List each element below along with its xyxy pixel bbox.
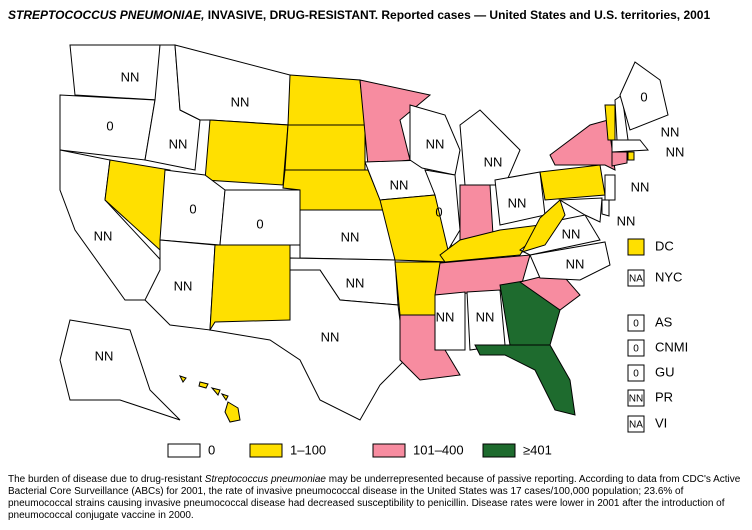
state: [424, 169, 461, 252]
state-label: NN: [661, 124, 680, 139]
state-label: NN: [666, 144, 685, 159]
island: [179, 375, 187, 383]
island: [198, 381, 209, 389]
state-label: NN: [121, 69, 140, 84]
state: [539, 164, 606, 201]
legend-label: 1–100: [290, 442, 326, 457]
state: [604, 174, 616, 201]
state-label: NN: [426, 136, 445, 151]
state: [520, 199, 566, 253]
state-label: 0: [189, 201, 196, 216]
territory-value: 0: [633, 369, 639, 380]
territory-box: [627, 415, 645, 433]
territory-name: AS: [655, 314, 673, 329]
states: NN 0 NN NN NN 0 0 NN NN NN NN NN NN 0 NN NN NN NN NN NN NN 0 N…: [59, 44, 685, 423]
territory-name: GU: [655, 364, 675, 379]
state-label: NN: [231, 94, 250, 109]
state-label: NN: [436, 309, 455, 324]
state: [459, 109, 521, 186]
territory-box: [627, 269, 645, 287]
legend-swatch: [167, 443, 201, 458]
territories: DC NA NYC 0 AS 0 CNMI 0 GU NN PR NA VI: [627, 238, 688, 433]
legend-label: 101–400: [413, 442, 464, 457]
state-label: 0: [256, 216, 263, 231]
territory-value: NA: [629, 274, 643, 285]
map: STREPTOCOCCUS PNEUMONIAE, INVASIVE, DRUG…: [8, 8, 710, 458]
territory-box: [627, 389, 645, 407]
state: [529, 241, 611, 281]
legend-swatch: [482, 443, 516, 458]
footnote-italic: Streptococcus pneumoniae: [204, 474, 326, 485]
legend-label: 0: [208, 442, 215, 457]
state: [359, 79, 432, 166]
footnote-text: may be underrepresented because of passi…: [8, 474, 741, 521]
state: [619, 61, 669, 131]
state-label: NN: [476, 309, 495, 324]
state: [287, 74, 366, 126]
state-label: NN: [631, 179, 650, 194]
state-label: NN: [346, 275, 365, 290]
state: [627, 151, 635, 161]
state: [224, 401, 241, 423]
territory-box: [627, 364, 645, 382]
map-title: STREPTOCOCCUS PNEUMONIAE, INVASIVE, DRUG…: [8, 8, 710, 22]
territory-name: NYC: [655, 269, 682, 284]
title-rest: INVASIVE, DRUG-RESISTANT. Reported cases…: [204, 8, 710, 22]
territory-value: 0: [633, 319, 639, 330]
island: [210, 387, 221, 396]
legend-swatch: [372, 443, 406, 458]
state-label: NN: [508, 195, 527, 210]
island: [220, 393, 229, 401]
state-label: NN: [390, 177, 409, 192]
territory-name: PR: [655, 389, 673, 404]
state: [69, 44, 161, 101]
footnote: The burden of disease due to drug-resist…: [8, 474, 746, 522]
state: [434, 291, 466, 351]
state-label: NN: [484, 154, 503, 169]
state-label: NN: [169, 136, 188, 151]
legend-label: ≥401: [523, 442, 552, 457]
state: [611, 151, 628, 167]
legend: 0 1–100 101–400 ≥401: [167, 442, 552, 458]
territory-box: [627, 238, 645, 256]
territory-value: 0: [633, 344, 639, 355]
territory-name: CNMI: [655, 339, 688, 354]
state: [601, 199, 610, 217]
territory-name: VI: [655, 415, 667, 430]
title-italic: STREPTOCOCCUS PNEUMONIAE,: [8, 8, 204, 22]
state-label: NN: [562, 226, 581, 241]
territory-box: [627, 339, 645, 357]
state: [549, 119, 616, 171]
legend-swatch: [249, 443, 283, 458]
state-label: 0: [106, 118, 113, 133]
footnote-text: The burden of disease due to drug-resist…: [8, 474, 205, 485]
territory-value: NA: [629, 420, 643, 431]
state: [209, 244, 291, 331]
state: [174, 44, 291, 126]
state: [558, 197, 603, 223]
state-label: NN: [341, 229, 360, 244]
state: [284, 124, 366, 171]
territory-value: NN: [629, 394, 643, 405]
state-label: NN: [321, 329, 340, 344]
state: [474, 344, 576, 416]
state: [204, 119, 289, 186]
state: [59, 319, 181, 421]
state-label: 0: [640, 89, 647, 104]
state-label: NN: [94, 228, 113, 243]
territory-name: DC: [655, 238, 674, 253]
state-label: NN: [174, 278, 193, 293]
state: [209, 269, 406, 421]
state-label: 0: [435, 204, 442, 219]
state: [611, 139, 649, 153]
state-label: NN: [566, 256, 585, 271]
state-label: NN: [617, 213, 636, 228]
state-label: NN: [95, 348, 114, 363]
territory-box: [627, 314, 645, 332]
state: [459, 184, 494, 241]
